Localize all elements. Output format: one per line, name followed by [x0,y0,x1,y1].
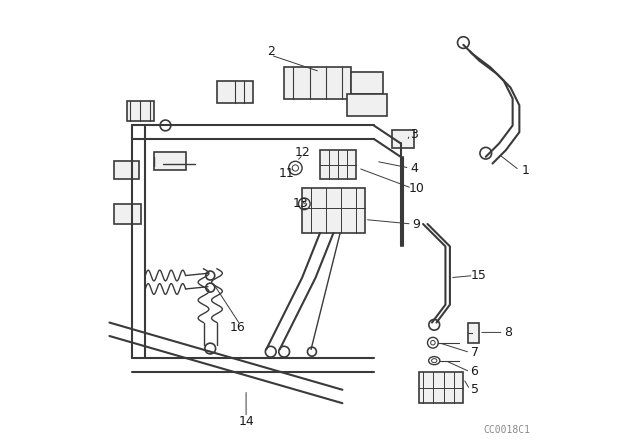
Polygon shape [114,161,139,179]
Text: 10: 10 [408,181,424,195]
Polygon shape [302,188,365,233]
Polygon shape [419,372,463,403]
Text: 15: 15 [471,269,487,282]
Polygon shape [392,130,414,148]
Text: 3: 3 [410,128,418,141]
Polygon shape [468,323,479,343]
Text: 5: 5 [470,383,479,396]
Text: 13: 13 [292,197,308,211]
Text: 2: 2 [267,45,275,58]
Polygon shape [284,67,351,99]
Text: 9: 9 [412,217,420,231]
Polygon shape [114,204,141,224]
Polygon shape [347,94,387,116]
Text: 16: 16 [229,320,245,334]
Text: 12: 12 [294,146,310,159]
Text: 7: 7 [470,346,479,359]
Text: 6: 6 [470,365,479,379]
Polygon shape [127,101,154,121]
Text: 4: 4 [410,161,418,175]
Polygon shape [351,72,383,94]
Text: 14: 14 [238,414,254,428]
Polygon shape [154,152,186,170]
Text: 8: 8 [504,326,512,339]
Text: 11: 11 [278,167,294,180]
Text: CC0018C1: CC0018C1 [484,425,531,435]
Polygon shape [217,81,253,103]
Text: 1: 1 [522,164,530,177]
Polygon shape [320,150,356,179]
